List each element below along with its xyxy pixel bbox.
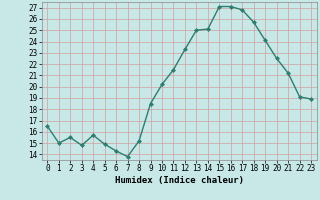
X-axis label: Humidex (Indice chaleur): Humidex (Indice chaleur) (115, 176, 244, 185)
